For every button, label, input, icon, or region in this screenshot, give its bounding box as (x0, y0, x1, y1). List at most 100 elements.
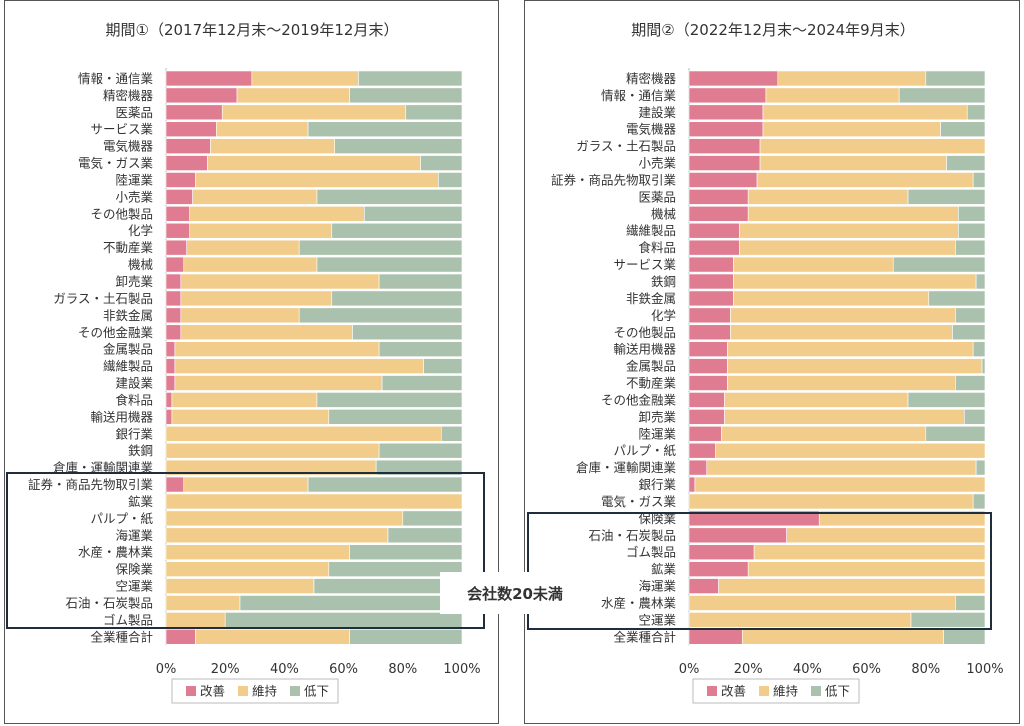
bar-segment-improve (165, 87, 238, 104)
bar-segment-maintain (730, 307, 956, 324)
bar-segment-maintain (718, 578, 986, 594)
small-sample-label: 会社数20未満 (440, 572, 590, 614)
category-label: その他金融業 (601, 392, 677, 407)
bar-segment-maintain (236, 87, 350, 104)
category-label: 電気・ガス業 (78, 156, 154, 171)
bar-segment-improve (688, 324, 731, 341)
category-label: 卸売業 (115, 274, 153, 289)
bar-segment-decline (955, 375, 986, 391)
bar-segment-maintain (724, 409, 965, 425)
bar-segment-maintain (165, 442, 380, 459)
bar-segment-improve (688, 172, 758, 188)
bar-segment-improve (165, 392, 173, 408)
category-label: ゴム製品 (626, 545, 676, 560)
bar-segment-maintain (756, 172, 974, 188)
category-label: ガラス・土石製品 (53, 291, 153, 306)
chart-panel-period1: 期間①（2017年12月末～2019年12月末） 情報・通信業 精密機器 医薬品 サービ… (4, 0, 499, 724)
chart-title: 期間②（2022年12月末～2024年9月末） (631, 21, 914, 39)
bar-segment-improve (165, 324, 182, 341)
legend (171, 678, 339, 704)
bar-segment-decline (387, 527, 463, 544)
bar-segment-decline (378, 442, 463, 459)
bar-segment-decline (307, 121, 463, 138)
bar-segment-maintain (165, 612, 226, 628)
bar-segment-decline (352, 324, 463, 341)
bar-segment-maintain (765, 87, 900, 104)
category-label: 化学 (651, 308, 676, 323)
bar-segment-improve (688, 307, 731, 324)
legend-label-maintain: 維持 (252, 684, 277, 699)
category-label: 全業種合計 (90, 629, 153, 644)
category-label: 電気機器 (626, 122, 677, 137)
category-label: その他金融業 (78, 325, 154, 340)
bar-segment-maintain (192, 189, 318, 205)
category-label: 小売業 (638, 156, 676, 171)
bar-segment-maintain (183, 256, 318, 273)
bar-segment-decline (378, 341, 463, 357)
bar-segment-decline (440, 425, 463, 442)
category-label: 建設業 (115, 376, 153, 391)
bar-segment-maintain (183, 476, 309, 493)
category-label: 石油・石炭製品 (65, 595, 153, 610)
bar-segment-decline (907, 189, 986, 205)
category-label: 鉱業 (128, 494, 154, 509)
bar-segment-maintain (688, 612, 912, 628)
category-label: 輸送用機器 (90, 409, 153, 424)
bar-segment-decline (358, 70, 463, 87)
bar-segment-decline (328, 561, 463, 577)
category-label: ゴム製品 (103, 612, 153, 627)
bar-segment-improve (688, 392, 725, 408)
bar-segment-improve (688, 256, 734, 273)
bar-segment-maintain (171, 409, 330, 425)
bar-segment-maintain (741, 629, 944, 645)
bar-segment-improve (688, 629, 743, 645)
x-tick-label: 40% (793, 662, 822, 677)
bar-segment-decline (334, 138, 463, 154)
bar-segment-maintain (165, 578, 315, 594)
bar-segment-improve (165, 138, 211, 154)
legend-swatch-maintain (759, 686, 769, 696)
bar-segment-maintain (733, 256, 894, 273)
bar-segment-decline (331, 290, 463, 307)
bar-segment-improve (688, 104, 764, 121)
category-label: 海運業 (115, 528, 153, 543)
bar-segment-maintain (727, 375, 956, 391)
bar-segment-maintain (747, 561, 986, 577)
category-label: 保険業 (115, 562, 153, 577)
bar-segment-decline (972, 172, 986, 188)
category-label: 金属製品 (626, 359, 676, 374)
category-label: 倉庫・運輸関連業 (53, 460, 154, 475)
category-label: パルプ・紙 (613, 443, 676, 458)
category-label: 不動産業 (103, 240, 154, 255)
x-tick-label: 20% (734, 662, 763, 677)
bar-segment-maintain (727, 341, 974, 357)
bar-segment-improve (688, 121, 764, 138)
bar-segment-maintain (715, 442, 986, 459)
bar-segment-improve (688, 70, 779, 87)
category-label: 鉱業 (651, 562, 677, 577)
bar-segment-improve (165, 290, 182, 307)
category-label: 保険業 (638, 511, 676, 526)
bar-segment-decline (946, 155, 986, 171)
bar-segment-decline (364, 206, 463, 222)
category-label: 金属製品 (103, 342, 153, 357)
bar-segment-maintain (165, 561, 330, 577)
bar-segment-maintain (216, 121, 309, 138)
bar-segment-decline (975, 273, 986, 290)
category-label: 倉庫・運輸関連業 (576, 460, 677, 475)
category-label: 全業種合計 (613, 629, 676, 644)
bar-segment-maintain (251, 70, 359, 87)
bar-segment-decline (972, 341, 986, 357)
bar-segment-decline (981, 358, 986, 374)
bar-segment-improve (688, 442, 716, 459)
bar-segment-decline (966, 104, 986, 121)
category-label: 空運業 (638, 612, 676, 627)
bar-segment-improve (165, 121, 217, 138)
x-tick-label: 20% (211, 662, 240, 677)
category-label: 繊維製品 (103, 359, 153, 374)
bar-segment-decline (955, 595, 986, 611)
category-label: その他製品 (613, 325, 676, 340)
bar-segment-maintain (762, 104, 968, 121)
bar-segment-maintain (174, 375, 383, 391)
category-label: 銀行業 (115, 426, 153, 441)
